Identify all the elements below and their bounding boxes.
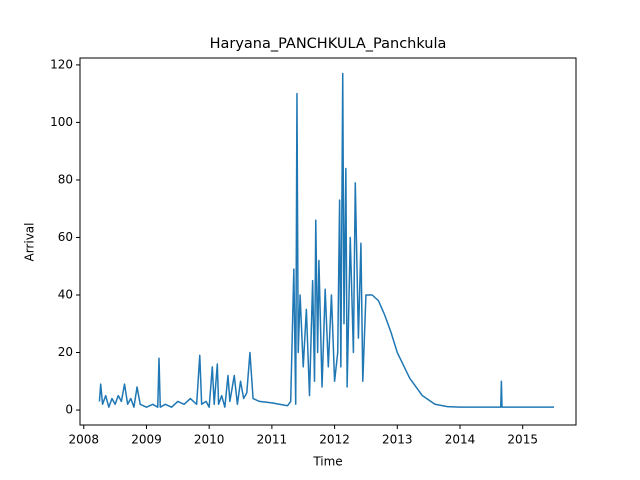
y-tick-label: 20 xyxy=(58,345,73,359)
y-tick-label: 120 xyxy=(50,57,73,71)
x-tick-label: 2015 xyxy=(507,433,538,447)
x-tick-label: 2014 xyxy=(445,433,476,447)
x-tick-label: 2010 xyxy=(194,433,225,447)
chart-title: Haryana_PANCHKULA_Panchkula xyxy=(210,36,447,52)
y-tick-label: 40 xyxy=(58,287,73,301)
plot-frame xyxy=(79,57,577,426)
x-tick-label: 2011 xyxy=(257,433,288,447)
data-line xyxy=(98,72,555,408)
y-tick-label: 80 xyxy=(58,172,73,186)
y-axis-label: Arrival xyxy=(23,223,37,262)
y-tick-label: 0 xyxy=(65,403,73,417)
x-axis-label: Time xyxy=(312,455,342,469)
x-tick-label: 2013 xyxy=(382,433,413,447)
x-tick-label: 2009 xyxy=(131,433,162,447)
x-tick-label: 2008 xyxy=(68,433,99,447)
y-tick-label: 100 xyxy=(50,115,73,129)
y-tick-label: 60 xyxy=(58,230,73,244)
x-tick-label: 2012 xyxy=(319,433,350,447)
